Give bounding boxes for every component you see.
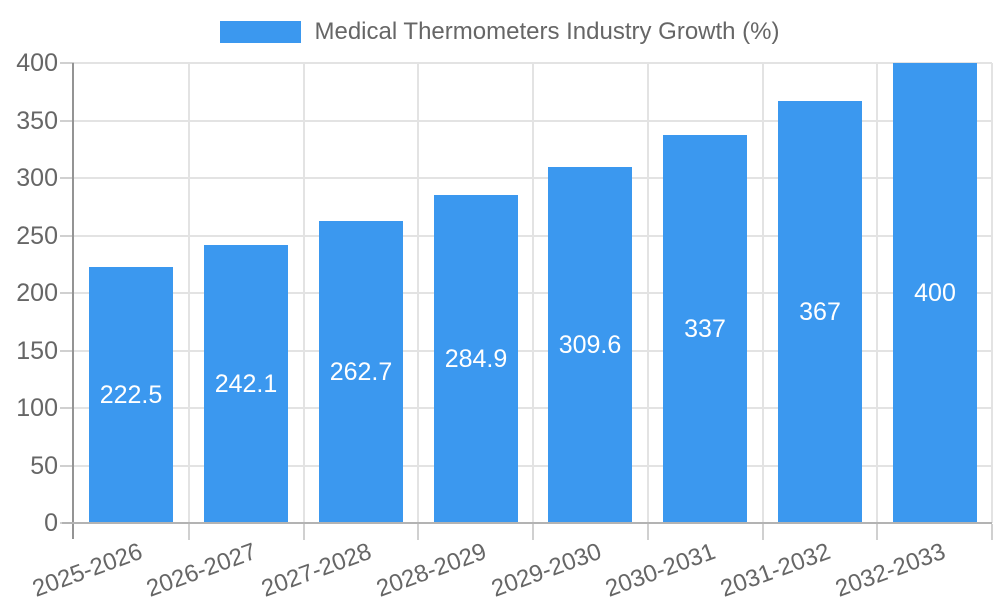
bar-value-label: 242.1: [214, 370, 278, 398]
x-axis-line: [62, 522, 992, 524]
bar[interactable]: [548, 166, 632, 523]
y-tick-mark: [60, 407, 74, 409]
y-tick-label: 150: [16, 336, 58, 365]
y-tick-mark: [60, 349, 74, 352]
x-tick-mark: [417, 524, 420, 540]
x-tick-label: 2030-2031: [602, 538, 720, 600]
y-tick-label: 50: [30, 451, 58, 480]
bar-value-label: 337: [684, 315, 726, 343]
gridline-vertical: [532, 63, 534, 523]
gridline-vertical: [991, 63, 993, 523]
y-tick-mark: [60, 177, 74, 179]
bar-value-label: 309.6: [558, 331, 622, 359]
y-tick-mark: [60, 62, 74, 64]
y-tick-mark: [60, 292, 74, 294]
bar-value-label: 284.9: [444, 345, 508, 373]
bar[interactable]: [319, 220, 403, 523]
x-tick-mark: [646, 524, 649, 540]
x-tick-mark: [876, 524, 879, 540]
legend[interactable]: Medical Thermometers Industry Growth (%): [0, 17, 1000, 47]
bar[interactable]: [204, 244, 288, 523]
gridline-vertical: [646, 63, 649, 523]
gridline-vertical: [417, 63, 420, 523]
x-tick-mark: [761, 524, 764, 540]
gridline-vertical: [187, 63, 190, 523]
bar-value-label: 262.7: [329, 358, 393, 386]
legend-label: Medical Thermometers Industry Growth (%): [314, 18, 780, 45]
bar-value-label: 222.5: [99, 381, 163, 409]
bar[interactable]: [663, 135, 747, 523]
y-tick-mark: [60, 119, 74, 122]
gridline-vertical: [302, 63, 305, 523]
y-tick-label: 250: [16, 221, 58, 250]
x-tick-label: 2032-2033: [831, 538, 949, 600]
gridline-vertical: [876, 63, 879, 523]
y-tick-label: 100: [16, 394, 58, 422]
x-tick-label: 2028-2029: [372, 538, 490, 600]
gridline-vertical: [761, 63, 764, 523]
x-tick-label: 2027-2028: [258, 538, 376, 600]
y-tick-label: 0: [44, 509, 58, 537]
x-tick-label: 2026-2027: [143, 538, 261, 600]
y-tick-mark: [60, 234, 74, 237]
y-tick-mark: [60, 464, 74, 467]
x-tick-mark: [532, 524, 534, 540]
x-tick-mark: [991, 524, 993, 540]
bar-value-label: 367: [799, 298, 841, 326]
y-tick-label: 200: [16, 279, 58, 307]
x-tick-label: 2031-2032: [717, 538, 835, 600]
y-tick-label: 300: [16, 164, 58, 192]
y-tick-label: 400: [16, 49, 58, 77]
bar-value-label: 400: [914, 279, 956, 307]
bar[interactable]: [778, 100, 862, 523]
x-tick-mark: [187, 524, 190, 540]
bar[interactable]: [434, 195, 518, 523]
x-tick-mark: [302, 524, 305, 540]
x-tick-label: 2025-2026: [28, 538, 146, 600]
x-tick-label: 2029-2030: [487, 538, 605, 600]
bar[interactable]: [89, 267, 173, 523]
y-tick-label: 350: [16, 106, 58, 135]
legend-swatch: [220, 21, 302, 43]
y-axis-line: [72, 63, 74, 539]
bar[interactable]: [893, 63, 977, 523]
